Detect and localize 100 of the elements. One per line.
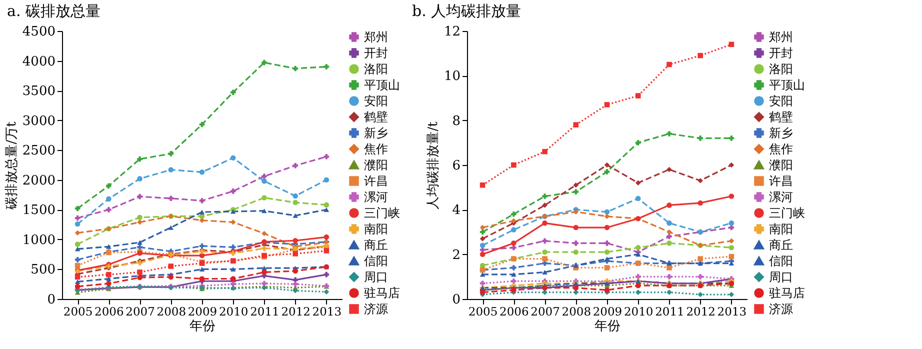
legend-label: 周口 xyxy=(364,270,388,284)
x-tick-label: 2010 xyxy=(624,304,654,318)
legend-label: 平顶山 xyxy=(364,78,400,92)
legend-label: 驻马店 xyxy=(769,286,805,300)
point xyxy=(168,264,174,269)
legend-label: 鹤壁 xyxy=(364,110,388,124)
point xyxy=(230,276,236,282)
point xyxy=(604,162,610,168)
point xyxy=(324,207,330,212)
point xyxy=(324,234,330,240)
point xyxy=(635,196,641,202)
point xyxy=(324,177,330,183)
point xyxy=(573,224,579,230)
y-tick-label: 6 xyxy=(452,158,460,174)
point xyxy=(137,156,142,162)
x-tick-label: 2011 xyxy=(655,304,684,318)
point xyxy=(324,248,330,254)
x-tick-label: 2006 xyxy=(94,304,124,318)
point xyxy=(666,290,672,295)
point xyxy=(604,287,610,293)
legend-label: 周口 xyxy=(769,270,793,284)
point xyxy=(137,214,142,220)
point xyxy=(137,176,142,182)
point xyxy=(604,214,610,220)
legend-label: 濮阳 xyxy=(364,158,388,172)
point xyxy=(511,227,516,232)
point xyxy=(230,188,236,194)
point xyxy=(542,194,548,199)
point xyxy=(262,246,267,252)
point xyxy=(635,180,641,186)
point xyxy=(666,220,672,226)
x-tick-label: 2013 xyxy=(717,304,747,318)
legend-label: 三门峡 xyxy=(364,206,400,220)
point xyxy=(542,220,548,226)
point xyxy=(511,287,516,293)
point xyxy=(292,66,298,72)
y-tick-label: 1500 xyxy=(22,203,56,218)
point xyxy=(604,209,610,215)
y-tick-label: 12 xyxy=(444,24,460,40)
point xyxy=(74,230,80,236)
point xyxy=(635,252,641,257)
point xyxy=(74,246,80,252)
x-tick-label: 2005 xyxy=(63,304,93,318)
point xyxy=(511,272,516,277)
point xyxy=(511,240,516,246)
point xyxy=(480,272,486,277)
x-tick-label: 2008 xyxy=(562,304,592,318)
legend-label: 商丘 xyxy=(769,238,793,252)
legend-label: 南阳 xyxy=(364,222,388,236)
point xyxy=(511,211,516,217)
point xyxy=(199,266,205,272)
y-axis-title: 人均碳排放量/t xyxy=(426,120,441,210)
point xyxy=(604,102,610,108)
point xyxy=(292,251,298,256)
legend-label: 信阳 xyxy=(364,254,388,268)
point xyxy=(168,196,174,201)
point xyxy=(137,194,142,200)
point xyxy=(666,202,672,208)
point xyxy=(74,257,80,262)
point xyxy=(106,196,112,202)
x-tick-label: 2009 xyxy=(188,304,218,318)
x-tick-label: 2013 xyxy=(312,304,342,318)
x-tick-label: 2012 xyxy=(281,304,310,318)
point xyxy=(511,162,516,168)
point xyxy=(262,280,267,286)
point xyxy=(230,90,236,95)
point xyxy=(199,252,205,258)
y-tick-label: 8 xyxy=(452,114,460,129)
y-tick-label: 3000 xyxy=(22,114,56,129)
legend-label: 焦作 xyxy=(769,142,793,156)
point xyxy=(666,240,672,246)
point xyxy=(74,221,80,227)
x-tick-label: 2007 xyxy=(530,304,560,318)
legend-label: 新乡 xyxy=(769,126,793,140)
point xyxy=(292,268,298,274)
legend-label: 济源 xyxy=(769,302,793,316)
point xyxy=(542,202,548,208)
point xyxy=(292,288,298,294)
y-tick-label: 4000 xyxy=(22,54,56,70)
point xyxy=(230,155,236,160)
legend-label: 濮阳 xyxy=(769,158,793,172)
legend-label: 漯河 xyxy=(769,190,793,204)
legend-label: 郑州 xyxy=(364,30,388,44)
point xyxy=(480,242,486,248)
point xyxy=(698,256,703,262)
point xyxy=(292,200,298,206)
x-tick-label: 2005 xyxy=(468,304,498,318)
point xyxy=(480,236,486,242)
point xyxy=(168,274,174,280)
point xyxy=(635,93,641,98)
point xyxy=(168,167,174,172)
point xyxy=(262,195,267,200)
x-tick-label: 2012 xyxy=(686,304,716,318)
legend-label: 漯河 xyxy=(364,190,388,204)
legend-label: 郑州 xyxy=(769,30,793,44)
point xyxy=(137,244,142,250)
legend-label: 安阳 xyxy=(769,94,793,108)
x-tick-label: 2006 xyxy=(500,304,529,318)
point xyxy=(324,154,330,160)
y-tick-label: 1000 xyxy=(22,232,56,248)
